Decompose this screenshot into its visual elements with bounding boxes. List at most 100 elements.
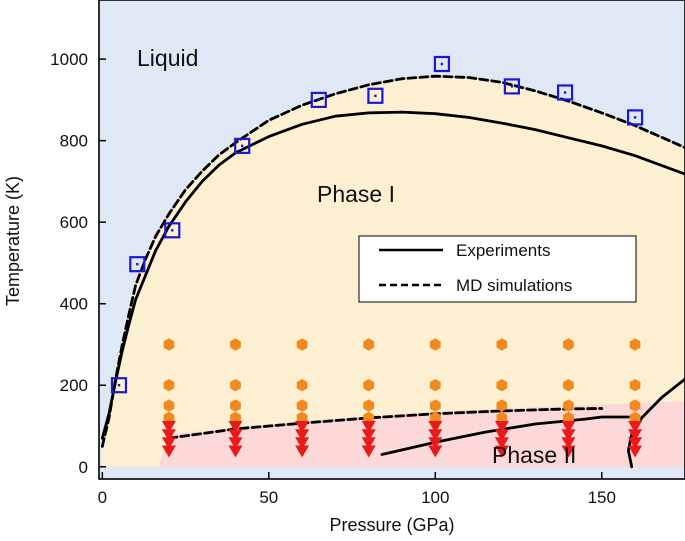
phase-1-point bbox=[230, 379, 241, 392]
md-melting-point-center bbox=[374, 94, 377, 97]
phase-2-point bbox=[228, 429, 243, 442]
phase-2-point bbox=[228, 421, 243, 433]
phase-2-point bbox=[494, 445, 509, 458]
legend: Experiments MD simulations bbox=[358, 235, 637, 303]
region-label-phase-2: Phase II bbox=[492, 442, 576, 468]
phase-1-point bbox=[363, 379, 375, 392]
phase-1-point bbox=[429, 338, 441, 351]
legend-label-experiments: Experiments bbox=[456, 241, 550, 260]
phase-2-point bbox=[361, 429, 376, 442]
phase-2-point bbox=[361, 421, 376, 433]
phase-1-point bbox=[296, 399, 308, 412]
x-tick-label: 0 bbox=[98, 488, 107, 507]
phase-1-point bbox=[163, 338, 175, 351]
phase-1-point bbox=[296, 379, 308, 392]
phase-2-point bbox=[295, 437, 310, 450]
phase-1-point bbox=[629, 338, 641, 351]
phase-1-point bbox=[363, 399, 375, 412]
phase-2-point bbox=[628, 421, 643, 433]
md-melting-point-center bbox=[510, 85, 514, 88]
phase-1-point bbox=[496, 399, 508, 412]
md-melting-point-center bbox=[136, 263, 139, 266]
md-melting-point-center bbox=[317, 98, 320, 102]
phase-1-point bbox=[429, 379, 441, 392]
phase-2-point bbox=[628, 437, 643, 450]
x-tick-label: 50 bbox=[259, 488, 278, 507]
region-label-liquid: Liquid bbox=[137, 45, 198, 71]
y-tick-label: 200 bbox=[60, 376, 88, 395]
y-axis-label: Temperature (K) bbox=[3, 176, 23, 306]
region-label-phase-1: Phase I bbox=[317, 181, 395, 207]
data-markers bbox=[110, 55, 644, 458]
phase-2-point bbox=[428, 421, 443, 433]
x-axis-label: Pressure (GPa) bbox=[329, 515, 454, 535]
phase-2-point bbox=[295, 421, 310, 433]
legend-label-md-simulations: MD simulations bbox=[456, 276, 572, 295]
phase-2-point bbox=[561, 437, 576, 450]
phase-2-point bbox=[228, 437, 243, 450]
md-melting-point-center bbox=[171, 229, 174, 232]
y-tick-label: 600 bbox=[60, 213, 88, 232]
y-tick-label: 800 bbox=[60, 132, 88, 151]
phase-2-point bbox=[428, 437, 443, 450]
phase-2-point bbox=[561, 421, 576, 433]
phase-1-point bbox=[629, 379, 641, 392]
phase-2-point bbox=[494, 437, 509, 450]
phase-1-point bbox=[230, 399, 241, 412]
md-melting-point bbox=[626, 109, 644, 126]
md-melting-point-center bbox=[563, 91, 567, 94]
x-tick-label: 100 bbox=[421, 488, 449, 507]
phase-1-point bbox=[563, 399, 574, 412]
ticks: 0 50 100 150 0 200 400 600 800 1000 bbox=[50, 50, 616, 507]
series-line-0 bbox=[100, 110, 685, 440]
phase-2-point bbox=[295, 429, 310, 442]
phase-1-point bbox=[163, 399, 175, 412]
phase-1-point bbox=[563, 379, 574, 392]
phase-2-point bbox=[561, 429, 576, 442]
series-line-2 bbox=[167, 407, 604, 440]
boundary-lines bbox=[100, 74, 685, 469]
region-labels: Liquid Phase I Phase II bbox=[137, 45, 576, 468]
phase-2-point bbox=[361, 437, 376, 450]
phase-2-point bbox=[361, 445, 376, 458]
md-melting-point-center bbox=[241, 144, 244, 148]
axes bbox=[98, 0, 685, 480]
phase-2-point bbox=[494, 421, 509, 433]
md-melting-point bbox=[556, 84, 574, 101]
y-tick-label: 1000 bbox=[50, 50, 88, 69]
phase-1-point bbox=[496, 379, 508, 392]
phase-2-point bbox=[628, 429, 643, 442]
phase-2-point bbox=[161, 421, 176, 433]
y-tick-label: 0 bbox=[79, 458, 88, 477]
md-melting-point bbox=[129, 256, 146, 273]
md-melting-point-center bbox=[633, 116, 637, 119]
phase-1-point bbox=[296, 338, 308, 351]
phase-2-point bbox=[428, 429, 443, 442]
phase-2-region bbox=[158, 401, 685, 467]
md-melting-point bbox=[503, 78, 520, 95]
legend-box bbox=[358, 235, 637, 303]
phase-1-point bbox=[230, 338, 241, 351]
phase-1-point bbox=[496, 338, 508, 351]
x-tick-label: 150 bbox=[588, 488, 616, 507]
y-tick-label: 400 bbox=[60, 295, 88, 314]
phase-1-point bbox=[363, 338, 375, 351]
md-melting-point bbox=[164, 222, 181, 239]
md-melting-point bbox=[234, 137, 251, 154]
phase-2-point bbox=[561, 445, 576, 458]
phase-2-point bbox=[161, 445, 176, 458]
phase-2-point bbox=[161, 437, 176, 450]
md-melting-point-center bbox=[440, 62, 444, 66]
phase-1-point bbox=[429, 399, 441, 412]
phase-2-point bbox=[161, 429, 176, 442]
phase-1-point bbox=[163, 379, 175, 392]
md-melting-point bbox=[433, 55, 450, 73]
md-melting-point bbox=[110, 377, 128, 394]
md-melting-point bbox=[367, 87, 384, 104]
phase-2-point bbox=[494, 429, 509, 442]
plot-frame bbox=[98, 0, 685, 480]
phase-2-point bbox=[228, 445, 243, 458]
phase-2-point bbox=[628, 445, 643, 458]
md-melting-point-center bbox=[117, 384, 121, 387]
